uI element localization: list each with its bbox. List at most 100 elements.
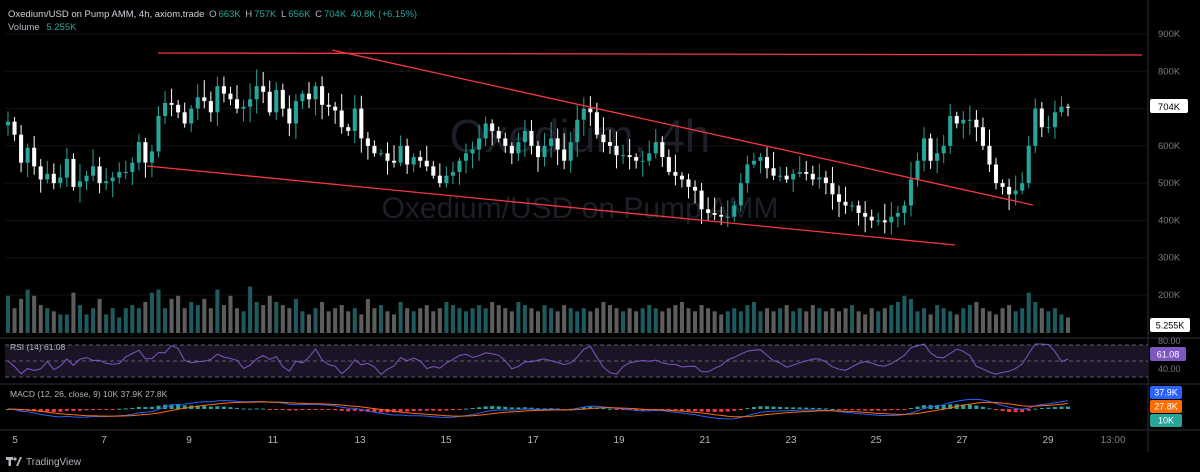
- volume-bar: [1052, 308, 1057, 333]
- candle-body: [679, 175, 684, 180]
- candle-body: [1020, 183, 1025, 191]
- volume-bar: [693, 311, 698, 333]
- macd-label[interactable]: MACD (12, 26, close, 9) 10K 37.9K 27.8K: [10, 389, 168, 399]
- volume-bar: [869, 308, 874, 333]
- candle-body: [751, 160, 756, 165]
- volume-bar: [490, 302, 495, 333]
- time-tick-label: 11: [268, 435, 279, 446]
- candle-body: [778, 175, 783, 177]
- change-value: 40.8K (+6.15%): [350, 9, 418, 20]
- candle-body: [450, 171, 455, 176]
- candle-body: [91, 166, 96, 176]
- candle-body: [333, 106, 338, 111]
- candle-body: [1039, 108, 1044, 128]
- macd-hist-bar: [902, 409, 907, 410]
- macd-hist-bar: [1020, 409, 1025, 413]
- volume-bar: [882, 308, 887, 333]
- candle-body: [313, 86, 318, 100]
- candle-body: [823, 177, 828, 184]
- trend-lines: [146, 49, 1143, 246]
- candle-body: [130, 162, 135, 172]
- macd-hist-bar: [437, 409, 442, 411]
- volume-bar: [51, 311, 56, 333]
- candle-body: [346, 127, 351, 131]
- trend-line: [157, 52, 1143, 56]
- macd-hist-bar: [261, 408, 266, 410]
- volume-bar: [535, 311, 541, 333]
- macd-hist-bar: [588, 406, 593, 409]
- candle-body: [764, 157, 770, 169]
- macd-hist-bar: [1052, 407, 1057, 409]
- macd-hist-bar: [699, 409, 704, 412]
- volume-bar: [149, 292, 154, 333]
- candle-body: [686, 179, 691, 187]
- volume-bar: [699, 305, 704, 333]
- time-tick-label: 5: [12, 435, 18, 446]
- volume-bar: [5, 295, 11, 333]
- macd-hist-bar: [771, 406, 776, 409]
- volume-bar: [457, 308, 462, 333]
- candle-body: [64, 158, 69, 178]
- volume-bar: [974, 302, 979, 333]
- macd-hist-bar: [372, 409, 377, 413]
- candle-body: [640, 160, 645, 162]
- volume-bar: [163, 308, 168, 333]
- brand-name: TradingView: [26, 456, 82, 468]
- macd-hist-bar: [634, 409, 639, 411]
- candle-body: [522, 130, 527, 143]
- rsi-level-label: 40.00: [1158, 364, 1181, 374]
- volume-bar: [588, 311, 593, 333]
- volume-bar: [274, 302, 279, 333]
- volume-bar: [470, 308, 475, 333]
- candle-body: [234, 99, 240, 109]
- candle-body: [352, 108, 357, 131]
- last-price-badge: [1150, 99, 1188, 113]
- macd-hist-bar: [961, 404, 966, 409]
- candle-body: [241, 106, 246, 109]
- time-tick-label: 27: [956, 435, 968, 446]
- volume-bar: [575, 311, 580, 333]
- symbol-title[interactable]: Oxedium/USD on Pump AMM, 4h, axiom.trade: [8, 9, 205, 20]
- volume-bar: [1059, 314, 1064, 333]
- volume-bar: [228, 295, 233, 333]
- macd-hist-bar: [490, 406, 495, 409]
- volume-bar: [143, 302, 148, 333]
- macd-hist-bar: [267, 409, 272, 410]
- time-tick-label: 25: [870, 435, 882, 446]
- candle-body: [941, 145, 946, 154]
- volume-bar: [928, 314, 933, 333]
- volume-bar: [359, 314, 364, 333]
- candle-body: [189, 108, 194, 124]
- volume-bar: [372, 308, 377, 333]
- volume-bar: [719, 314, 724, 333]
- candle-body: [575, 119, 580, 143]
- rsi-label[interactable]: RSI (14) 61.08: [10, 342, 66, 352]
- candle-body: [149, 151, 154, 163]
- macd-hist-bar: [830, 408, 835, 410]
- volume-bar: [320, 302, 325, 333]
- volume-bar: [895, 302, 900, 333]
- macd-hist-bar: [58, 409, 63, 412]
- macd-hist-bar: [248, 408, 253, 410]
- macd-hist-bar: [889, 409, 894, 411]
- volume-bar: [25, 289, 30, 333]
- candle-body: [732, 205, 737, 217]
- macd-hist-bar: [601, 408, 606, 410]
- macd-hist-bar: [1013, 409, 1018, 413]
- volume-bar: [863, 314, 868, 333]
- price-chart[interactable]: Oxedium, 4hOxedium/USD on Pump AMM 900K8…: [0, 0, 1200, 452]
- tradingview-logo[interactable]: TradingView: [6, 457, 81, 468]
- macd-hist-bar: [313, 409, 318, 410]
- volume-bar: [84, 314, 89, 333]
- volume-bar: [431, 311, 436, 333]
- rsi-pane: [5, 343, 1148, 378]
- rsi-line: [7, 343, 1069, 376]
- candle-body: [163, 102, 168, 117]
- candle-body: [987, 145, 992, 165]
- candle-body: [928, 138, 933, 161]
- volume-bar: [19, 298, 24, 333]
- candle-body: [922, 138, 927, 161]
- macd-badge-label: 10K: [1158, 416, 1174, 426]
- macd-hist-bar: [221, 406, 226, 409]
- volume-bar: [601, 302, 606, 333]
